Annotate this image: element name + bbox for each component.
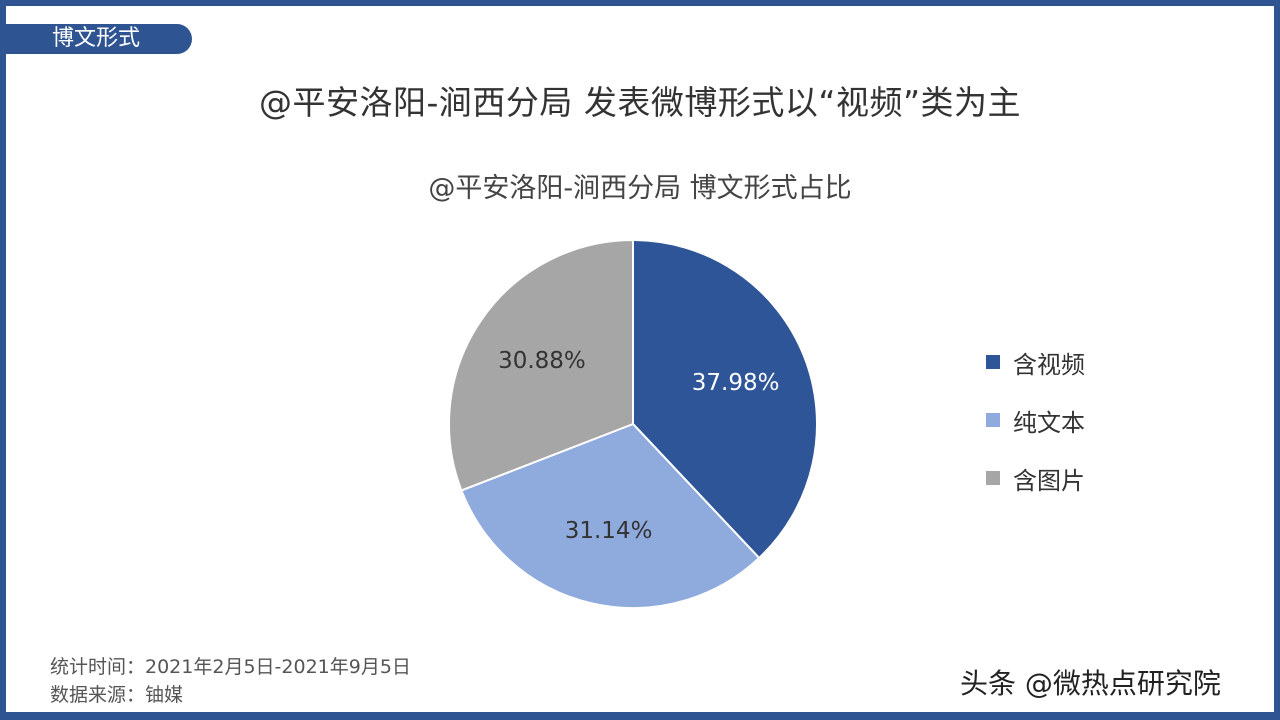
- pie-slices: [448, 238, 818, 609]
- pie-data-labels: 37.98% 31.14% 30.88%: [498, 348, 779, 544]
- slice-video: [632, 238, 818, 560]
- stat-period: 统计时间：2021年2月5日-2021年9月5日: [50, 656, 411, 678]
- legend-label: 含视频: [1013, 350, 1085, 379]
- pie-data-label: 31.14%: [565, 518, 653, 544]
- watermark: 头条 @微热点研究院: [960, 667, 1221, 700]
- slice-image: [448, 238, 634, 492]
- data-source: 数据来源：铀媒: [50, 684, 184, 706]
- legend-item-text: 纯文本: [986, 391, 1085, 449]
- page-title: @平安洛阳-涧西分局 发表微博形式以“视频”类为主: [258, 83, 1022, 122]
- chart-title: @平安洛阳-涧西分局 博文形式占比: [428, 173, 852, 204]
- legend-label: 含图片: [1013, 466, 1085, 495]
- section-tag: 博文形式: [6, 24, 192, 54]
- pie-data-label: 37.98%: [692, 370, 780, 396]
- chart-legend: 含视频 纯文本 含图片: [986, 333, 1085, 507]
- slice-text: [460, 422, 761, 609]
- pie-data-label: 30.88%: [498, 348, 586, 374]
- legend-swatch: [986, 413, 1000, 427]
- legend-swatch: [986, 471, 1000, 485]
- legend-item-image: 含图片: [986, 449, 1085, 507]
- legend-swatch: [986, 355, 1000, 369]
- legend-item-video: 含视频: [986, 333, 1085, 391]
- legend-label: 纯文本: [1013, 408, 1085, 437]
